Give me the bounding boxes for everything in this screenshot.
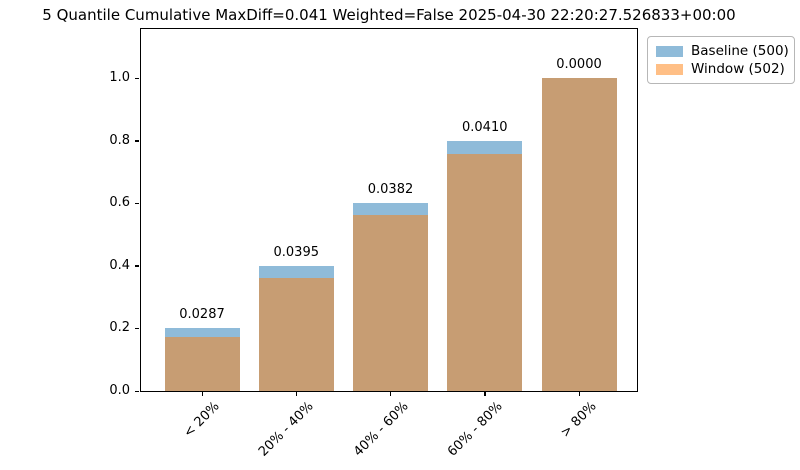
y-tick-mark [135, 390, 139, 392]
y-tick-mark [135, 202, 139, 205]
y-tick-label: 1.0 [109, 70, 130, 86]
chart-title: 5 Quantile Cumulative MaxDiff=0.041 Weig… [42, 6, 736, 24]
x-tick-label: > 80% [557, 399, 600, 441]
bar-window [258, 278, 334, 391]
legend-label-baseline: Baseline (500) [691, 43, 789, 59]
y-tick-label: 0.6 [109, 195, 130, 211]
y-tick-mark [135, 327, 139, 330]
bar-window [164, 337, 240, 391]
x-tick-label: < 20% [180, 399, 223, 441]
x-tick-mark [390, 392, 392, 396]
bar-window [447, 153, 523, 391]
x-tick-mark [578, 392, 580, 396]
x-tick-label: 20% - 40% [256, 399, 317, 460]
x-tick-label: 40% - 60% [350, 399, 412, 460]
legend-row-baseline: Baseline (500) [656, 42, 789, 60]
bar-window [353, 215, 428, 391]
bar-diff-annotation: 0.0395 [273, 244, 320, 260]
bar-diff-annotation: 0.0410 [462, 119, 508, 135]
window-swatch-icon [656, 63, 683, 75]
y-tick-label: 0.4 [109, 257, 130, 273]
y-tick-label: 0.8 [109, 132, 130, 148]
legend-row-window: Window (502) [656, 60, 787, 78]
legend-label-window: Window (502) [691, 61, 785, 77]
y-tick-mark [135, 265, 139, 267]
x-tick-mark [295, 392, 298, 396]
baseline-swatch-icon [656, 45, 683, 57]
bar-diff-annotation: 0.0000 [556, 57, 602, 73]
x-tick-label: 60% - 80% [444, 399, 506, 460]
y-tick-mark [135, 77, 139, 80]
y-tick-mark [135, 140, 139, 142]
bar-diff-annotation: 0.0382 [367, 182, 414, 198]
y-tick-label: 0.0 [109, 383, 130, 398]
y-tick-label: 0.2 [109, 320, 130, 336]
legend: Baseline (500) Window (502) [647, 36, 795, 84]
x-tick-mark [484, 392, 486, 396]
bar-window [541, 78, 617, 391]
x-tick-mark [201, 392, 203, 396]
bar-diff-annotation: 0.0287 [179, 307, 225, 323]
